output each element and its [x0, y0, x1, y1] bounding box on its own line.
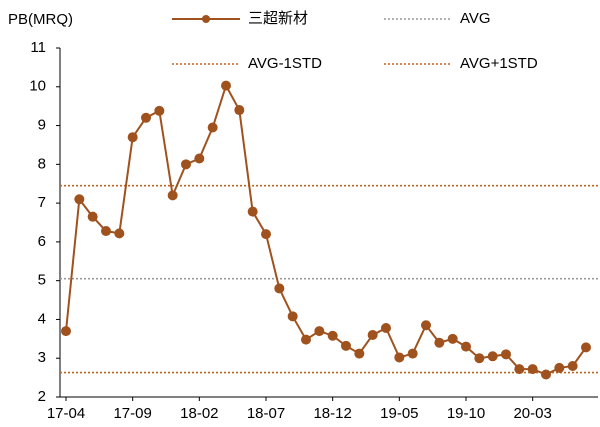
- point: [101, 226, 111, 237]
- y-tick-label: 10: [29, 78, 46, 95]
- point: [474, 353, 485, 364]
- point: [394, 352, 405, 363]
- series-line: [65, 83, 587, 376]
- point: [527, 364, 538, 375]
- point: [207, 122, 218, 133]
- point: [487, 351, 498, 362]
- point: [114, 228, 125, 239]
- point: [221, 80, 231, 91]
- x-tick-label: 19-05: [380, 405, 418, 422]
- legend-label: AVG+1STD: [460, 55, 538, 72]
- point: [447, 333, 458, 344]
- point: [354, 348, 365, 359]
- point: [74, 194, 85, 205]
- point: [261, 229, 271, 240]
- point: [181, 159, 191, 170]
- y-axis-label: PB(MRQ): [8, 11, 73, 28]
- y-tick-label: 3: [38, 349, 46, 366]
- x-tick-label: 19-10: [447, 405, 485, 422]
- point: [341, 340, 351, 351]
- point: [274, 283, 285, 294]
- point: [434, 337, 445, 348]
- point: [314, 326, 325, 337]
- point: [567, 360, 578, 371]
- point: [61, 326, 71, 337]
- x-tick-label: 18-07: [247, 405, 285, 422]
- y-tick-label: 2: [38, 388, 46, 405]
- legend-label: AVG: [460, 10, 491, 27]
- point: [127, 132, 138, 143]
- legend-marker: [202, 15, 210, 23]
- legend-label: AVG-1STD: [248, 55, 322, 72]
- y-tick-label: 7: [38, 194, 46, 211]
- point: [461, 341, 471, 352]
- y-tick-label: 11: [30, 39, 46, 56]
- legend-label: 三超新材: [248, 10, 308, 27]
- point: [287, 311, 298, 322]
- y-tick-label: 8: [38, 155, 46, 172]
- x-tick-label: 17-09: [113, 405, 151, 422]
- point: [554, 362, 565, 373]
- x-tick-label: 18-02: [180, 405, 218, 422]
- point: [301, 334, 311, 345]
- y-tick-label: 9: [38, 117, 46, 134]
- point: [141, 112, 151, 123]
- point: [194, 153, 205, 164]
- x-tick-label: 20-03: [513, 405, 551, 422]
- x-tick-label: 18-12: [313, 405, 351, 422]
- point: [407, 348, 418, 359]
- y-tick-label: 5: [38, 272, 46, 289]
- y-tick-label: 6: [38, 233, 46, 250]
- x-tick-label: 17-04: [47, 405, 85, 422]
- point: [154, 105, 165, 116]
- point: [541, 369, 551, 380]
- point: [581, 342, 591, 353]
- point: [421, 320, 431, 331]
- point: [234, 105, 245, 116]
- point: [247, 206, 258, 217]
- y-tick-label: 4: [38, 310, 46, 327]
- point: [367, 329, 378, 340]
- point: [167, 190, 178, 201]
- point: [501, 349, 511, 360]
- point: [87, 211, 98, 222]
- point: [381, 322, 391, 333]
- point: [514, 364, 525, 375]
- point: [327, 330, 338, 341]
